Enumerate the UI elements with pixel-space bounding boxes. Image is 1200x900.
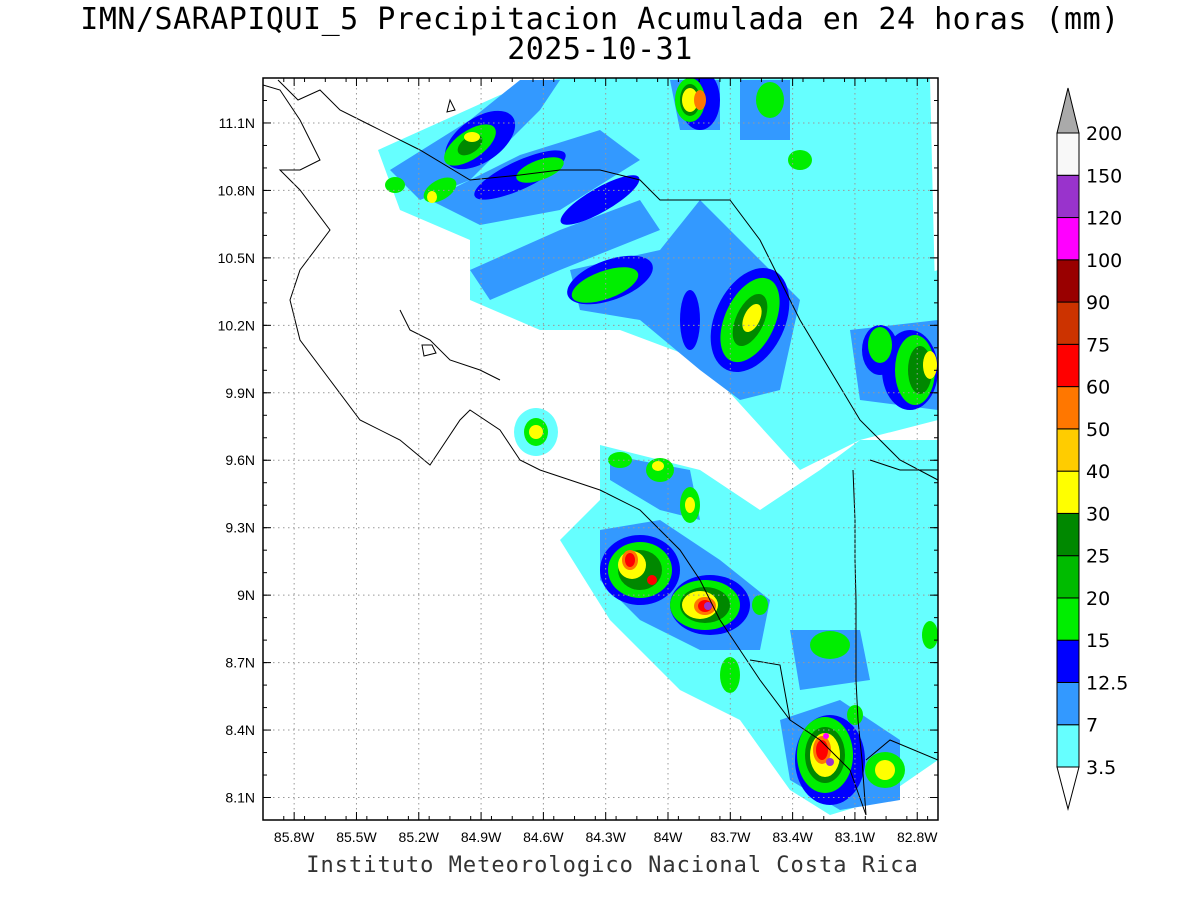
lat-tick-label: 9N [237, 587, 255, 603]
colorbar-label: 12.5 [1086, 672, 1128, 694]
colorbar-top-arrow [1056, 87, 1080, 134]
colorbar-segment [1056, 386, 1080, 430]
map-title: IMN/SARAPIQUI_5 Precipitacion Acumulada … [80, 2, 1120, 37]
colorbar-label: 75 [1086, 334, 1110, 356]
colorbar-label: 20 [1086, 588, 1110, 610]
lat-tick-label: 10.2N [218, 317, 255, 333]
colorbar-segment [1056, 470, 1080, 514]
footer-credit: Instituto Meteorologico Nacional Costa R… [306, 853, 919, 878]
colorbar-segment [1056, 259, 1080, 303]
colorbar-label: 30 [1086, 503, 1110, 525]
lat-tick-label: 9.9N [225, 385, 255, 401]
colorbar-label: 60 [1086, 377, 1110, 399]
lat-lon-grid [263, 78, 938, 820]
colorbar-legend: 3.5 7 12.5 15 20 25 30 40 50 60 75 90 100 120 150 200 [1056, 87, 1128, 811]
colorbar-segment [1056, 724, 1080, 768]
lon-tick-label: 84.9W [461, 829, 502, 845]
lat-tick-label: 9.3N [225, 520, 255, 536]
lon-tick-label: 84.3W [585, 829, 626, 845]
lat-tick-label: 9.6N [225, 452, 255, 468]
precipitation-field [378, 78, 938, 815]
lat-tick-label: 8.7N [225, 655, 255, 671]
lon-tick-label: 85.8W [274, 829, 315, 845]
lon-tick-label: 83.4W [772, 829, 813, 845]
colorbar-label: 15 [1086, 630, 1110, 652]
colorbar-segment [1056, 132, 1080, 176]
lon-tick-label: 83.1W [835, 829, 876, 845]
lat-tick-label: 10.5N [218, 250, 255, 266]
colorbar-segment [1056, 217, 1080, 261]
lon-tick-label: 83.7W [710, 829, 751, 845]
map-frame [262, 77, 939, 821]
lat-tick-label: 10.8N [218, 182, 255, 198]
lat-tick-label: 11.1N [219, 115, 255, 131]
colorbar-segment [1056, 343, 1080, 388]
colorbar-bottom-arrow [1056, 766, 1080, 811]
colorbar-label: 25 [1086, 546, 1110, 568]
lon-tick-label: 84.6W [523, 829, 564, 845]
colorbar-label: 100 [1086, 250, 1122, 272]
colorbar-label: 150 [1086, 165, 1122, 187]
colorbar-label: 3.5 [1086, 757, 1116, 779]
rain-band-120 [823, 733, 829, 739]
rain-band-150 [704, 602, 834, 766]
coastline [263, 79, 938, 816]
latitude-axis: 8.1N 8.4N 8.7N 9N 9.3N 9.6N 9.9N 10.2N 10.5N 10.8… [218, 77, 938, 821]
colorbar-segment [1056, 428, 1080, 472]
colorbar-segment [1056, 639, 1080, 683]
colorbar-segment [1056, 681, 1080, 726]
colorbar-segment [1056, 512, 1080, 557]
colorbar-label: 90 [1086, 292, 1110, 314]
colorbar-label: 120 [1086, 208, 1122, 230]
longitude-axis: 85.8W 85.5W 85.2W 84.9W 84.6W 84.3W 84W 83.7W 83… [262, 78, 938, 845]
colorbar-segment [1056, 555, 1080, 599]
lon-tick-label: 85.5W [336, 829, 377, 845]
colorbar-segment [1056, 174, 1080, 219]
colorbar-segment [1056, 597, 1080, 641]
lat-tick-label: 8.1N [225, 790, 255, 806]
lat-tick-label: 8.4N [225, 722, 255, 738]
map-date: 2025-10-31 [507, 32, 693, 67]
lon-tick-label: 82.8W [897, 829, 938, 845]
colorbar-segment [1056, 301, 1080, 345]
colorbar-label: 50 [1086, 419, 1110, 441]
colorbar-label: 7 [1086, 715, 1098, 737]
colorbar-label: 200 [1086, 123, 1122, 145]
lon-tick-label: 84W [654, 829, 684, 845]
lon-tick-label: 85.2W [399, 829, 440, 845]
colorbar-label: 40 [1086, 461, 1110, 483]
